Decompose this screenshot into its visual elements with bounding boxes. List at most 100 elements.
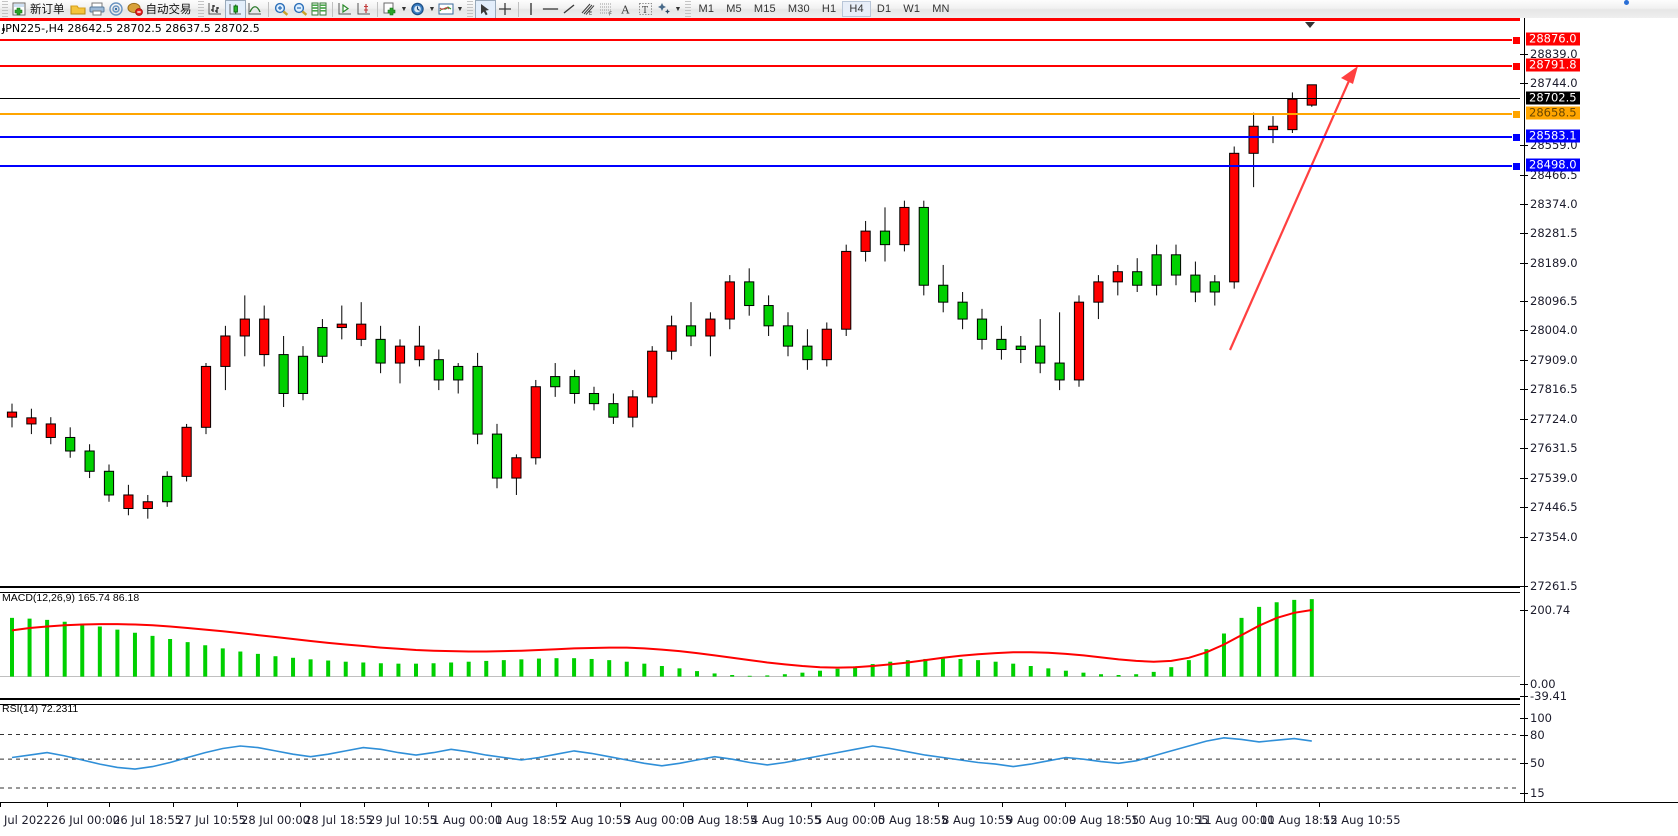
candle-body[interactable]	[26, 417, 37, 425]
candle-body[interactable]	[142, 501, 153, 510]
candle-body[interactable]	[6, 411, 18, 418]
candle-body[interactable]	[860, 230, 871, 252]
candle-body[interactable]	[1306, 84, 1317, 106]
candle-body[interactable]	[162, 475, 173, 503]
price-tag-28658-5[interactable]: 28658.5	[1526, 106, 1580, 120]
candle-body[interactable]	[103, 470, 115, 496]
candle-body[interactable]	[181, 426, 192, 477]
candle-body[interactable]	[375, 338, 386, 364]
candle-body[interactable]	[1035, 345, 1046, 364]
rsi-pane[interactable]: RSI(14) 72.2311	[0, 702, 1520, 802]
candle-body[interactable]	[1170, 254, 1182, 276]
price-axis[interactable]: 28839.0 28744.0 28559.0 28466.5 28374.0 28281…	[1520, 18, 1678, 835]
add-indicator-chevron-down-icon[interactable]: ▼	[400, 5, 408, 13]
candle-body[interactable]	[297, 355, 309, 394]
toolbar-grip-4[interactable]	[684, 1, 691, 17]
time-axis[interactable]: Jul 2022 26 Jul 00:00 26 Jul 18:55 27 Jul 1…	[0, 802, 1678, 836]
candle-body[interactable]	[608, 403, 619, 418]
bar-chart-icon[interactable]	[206, 1, 225, 18]
candle-body[interactable]	[685, 325, 697, 337]
candle-body[interactable]	[239, 318, 250, 337]
chart-shift-icon[interactable]	[355, 1, 374, 18]
candle-body[interactable]	[123, 494, 134, 510]
toolbar-grip[interactable]	[2, 1, 8, 17]
candle-body[interactable]	[627, 396, 638, 418]
candle-body[interactable]	[278, 354, 289, 394]
vertical-line-icon[interactable]	[522, 1, 541, 18]
candle-body[interactable]	[200, 365, 212, 428]
new-order-label[interactable]: 新订单	[30, 4, 65, 16]
price-pane[interactable]	[0, 18, 1520, 588]
candle-body[interactable]	[1209, 281, 1220, 293]
candle-body[interactable]	[1151, 254, 1162, 286]
autotrading-icon[interactable]	[126, 1, 145, 18]
collapse-chevron-down-icon[interactable]	[1305, 22, 1315, 28]
candle-body[interactable]	[821, 328, 832, 361]
cursor-icon[interactable]	[474, 0, 496, 19]
zoom-in-icon[interactable]	[272, 1, 291, 18]
level-handle[interactable]	[1512, 162, 1520, 171]
candle-body[interactable]	[356, 323, 367, 340]
timeframe-mn[interactable]: MN	[932, 3, 950, 15]
candle-body[interactable]	[1015, 345, 1026, 351]
timeframe-m5[interactable]: M5	[726, 3, 742, 15]
candle-body[interactable]	[1132, 271, 1143, 286]
candle-body[interactable]	[744, 281, 755, 307]
text-icon[interactable]: A	[617, 1, 636, 18]
candle-body[interactable]	[259, 318, 270, 356]
templates-chevron-down-icon[interactable]: ▼	[456, 5, 464, 13]
candle-body[interactable]	[588, 392, 600, 405]
equidistant-channel-icon[interactable]: E	[579, 1, 598, 18]
crosshair-icon[interactable]	[496, 1, 515, 18]
candle-body[interactable]	[705, 318, 716, 337]
timeframe-d1[interactable]: D1	[876, 3, 892, 15]
price-tag-28583-1[interactable]: 28583.1	[1526, 129, 1580, 143]
candle-body[interactable]	[65, 436, 76, 452]
toolbar-grip-2[interactable]	[197, 1, 204, 17]
text-label-icon[interactable]: T	[636, 1, 655, 18]
chart-area[interactable]: JPN225-,H4 28642.5 28702.5 28637.5 28702…	[0, 18, 1678, 836]
candle-body[interactable]	[918, 206, 929, 286]
candle-body[interactable]	[1093, 281, 1104, 303]
shapes-icon[interactable]	[655, 1, 674, 18]
fibonacci-icon[interactable]: F	[598, 1, 617, 18]
candle-body[interactable]	[394, 345, 406, 364]
candle-body[interactable]	[491, 433, 503, 479]
zoom-out-icon[interactable]	[291, 1, 310, 18]
price-tag-28791-8[interactable]: 28791.8	[1526, 58, 1580, 72]
candle-body[interactable]	[976, 318, 988, 340]
price-tag-28702-5[interactable]: 28702.5	[1526, 91, 1580, 105]
timeframe-m15[interactable]: M15	[753, 3, 776, 15]
new-order-icon[interactable]	[10, 1, 29, 18]
candle-body[interactable]	[511, 457, 522, 479]
candle-body[interactable]	[1054, 362, 1065, 381]
macd-pane[interactable]: MACD(12,26,9) 165.74 86.18	[0, 590, 1520, 700]
candle-body[interactable]	[45, 423, 56, 438]
timeframe-h1[interactable]: H1	[821, 3, 837, 15]
toolbar-grip-3[interactable]	[466, 1, 473, 17]
candle-body[interactable]	[802, 345, 813, 361]
candle-body[interactable]	[647, 350, 658, 398]
candle-body[interactable]	[938, 284, 949, 303]
candle-body[interactable]	[899, 206, 910, 246]
candle-body[interactable]	[996, 338, 1007, 351]
candle-body[interactable]	[841, 250, 852, 330]
candle-body[interactable]	[763, 305, 774, 327]
candle-body[interactable]	[472, 365, 483, 435]
candle-body[interactable]	[957, 301, 968, 320]
candle-body[interactable]	[336, 323, 347, 329]
print-icon[interactable]	[88, 1, 107, 18]
timeframe-h4[interactable]: H4	[842, 1, 871, 17]
candle-body[interactable]	[782, 325, 794, 347]
shapes-chevron-down-icon[interactable]: ▼	[674, 5, 682, 13]
candle-body[interactable]	[879, 230, 891, 246]
candle-body[interactable]	[453, 365, 464, 381]
period-chevron-down-icon[interactable]: ▼	[428, 5, 436, 13]
horizontal-line-icon[interactable]	[541, 1, 560, 18]
candle-body[interactable]	[550, 376, 561, 388]
data-window-icon[interactable]	[310, 1, 329, 18]
candle-body[interactable]	[666, 325, 677, 352]
candle-body[interactable]	[1073, 301, 1085, 381]
price-tag-28498-0[interactable]: 28498.0	[1526, 158, 1580, 172]
level-handle[interactable]	[1512, 36, 1520, 45]
